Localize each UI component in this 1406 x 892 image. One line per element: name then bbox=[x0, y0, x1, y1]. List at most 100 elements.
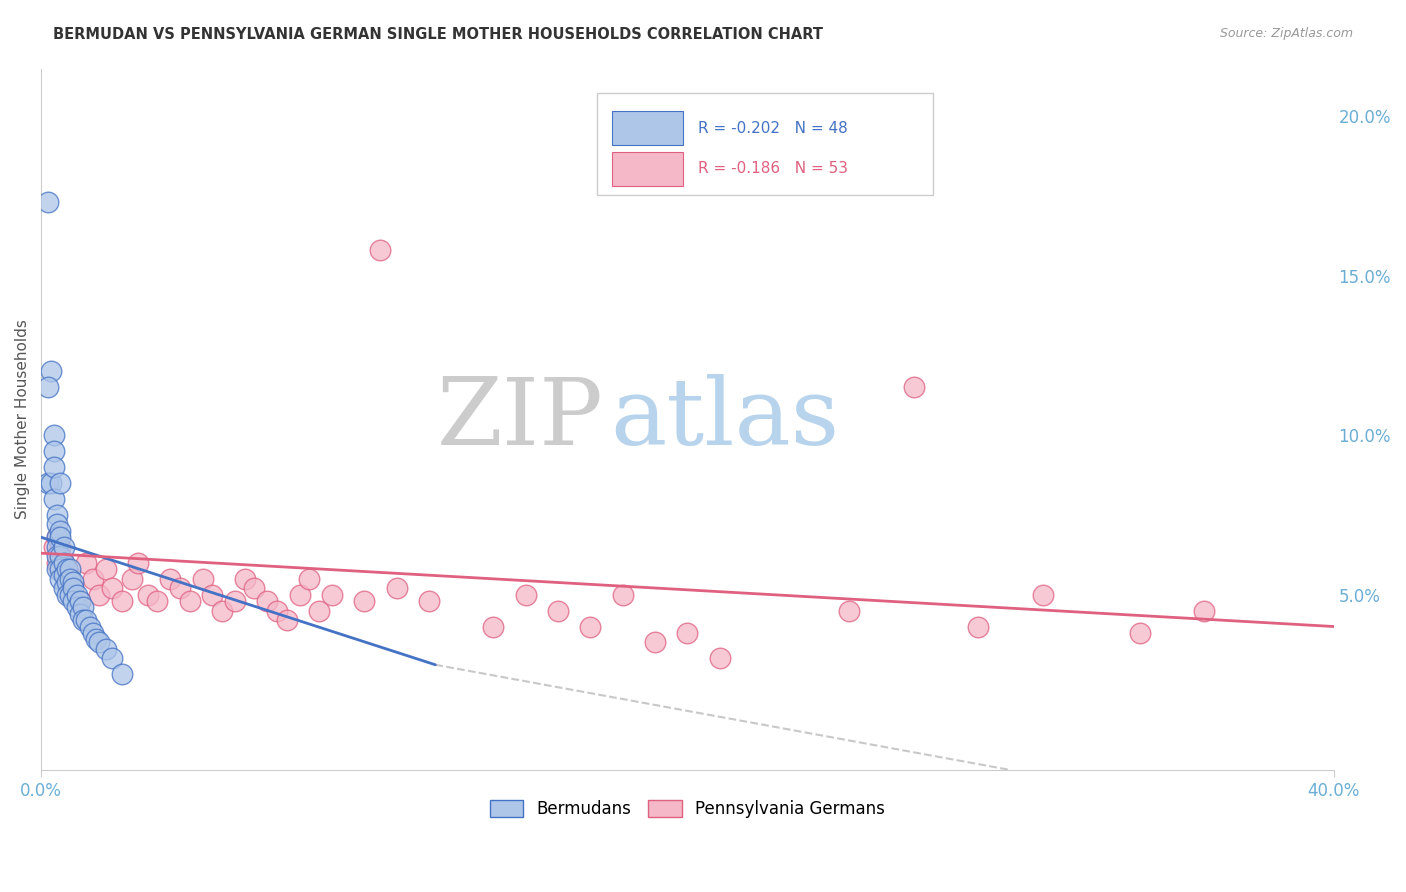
Point bbox=[201, 588, 224, 602]
Legend: Bermudans, Pennsylvania Germans: Bermudans, Pennsylvania Germans bbox=[484, 793, 891, 825]
Point bbox=[62, 581, 84, 595]
Point bbox=[42, 444, 65, 458]
Point bbox=[46, 530, 69, 544]
Point bbox=[579, 619, 602, 633]
Point bbox=[37, 195, 59, 210]
Point bbox=[56, 588, 79, 602]
Point bbox=[59, 562, 82, 576]
Point bbox=[676, 626, 699, 640]
Point bbox=[59, 572, 82, 586]
Point bbox=[482, 619, 505, 633]
Point bbox=[46, 556, 69, 570]
Text: R = -0.186   N = 53: R = -0.186 N = 53 bbox=[697, 161, 848, 177]
Point bbox=[903, 380, 925, 394]
Y-axis label: Single Mother Households: Single Mother Households bbox=[15, 319, 30, 519]
Point bbox=[159, 572, 181, 586]
Point bbox=[82, 626, 104, 640]
Point bbox=[243, 581, 266, 595]
Point bbox=[288, 588, 311, 602]
Point bbox=[709, 651, 731, 665]
Point bbox=[56, 562, 79, 576]
Point bbox=[69, 594, 91, 608]
Point bbox=[42, 428, 65, 442]
Point bbox=[111, 594, 134, 608]
Point bbox=[42, 540, 65, 554]
Bar bbox=[613, 152, 683, 186]
Point bbox=[146, 594, 169, 608]
Point bbox=[321, 588, 343, 602]
Point bbox=[46, 517, 69, 532]
Point bbox=[52, 556, 75, 570]
Point bbox=[72, 600, 94, 615]
Point bbox=[101, 581, 124, 595]
Text: atlas: atlas bbox=[610, 375, 839, 464]
Point bbox=[59, 588, 82, 602]
Point bbox=[967, 619, 990, 633]
Point bbox=[547, 603, 569, 617]
Point bbox=[49, 476, 72, 491]
Point bbox=[370, 244, 392, 258]
Point bbox=[266, 603, 288, 617]
Point bbox=[94, 641, 117, 656]
Point bbox=[276, 613, 298, 627]
Point bbox=[233, 572, 256, 586]
Point bbox=[94, 562, 117, 576]
Point bbox=[49, 540, 72, 554]
Point bbox=[224, 594, 246, 608]
Text: R = -0.202   N = 48: R = -0.202 N = 48 bbox=[697, 120, 848, 136]
Point bbox=[84, 632, 107, 647]
Point bbox=[42, 460, 65, 475]
FancyBboxPatch shape bbox=[598, 93, 934, 194]
Point bbox=[69, 594, 91, 608]
Text: ZIP: ZIP bbox=[437, 375, 603, 464]
Point bbox=[46, 508, 69, 522]
Point bbox=[56, 562, 79, 576]
Point bbox=[79, 619, 101, 633]
Point bbox=[46, 562, 69, 576]
Point bbox=[308, 603, 330, 617]
Point bbox=[353, 594, 375, 608]
Point bbox=[256, 594, 278, 608]
Point bbox=[101, 651, 124, 665]
Point bbox=[37, 380, 59, 394]
Point bbox=[72, 613, 94, 627]
Point bbox=[49, 562, 72, 576]
Point bbox=[75, 613, 97, 627]
Point bbox=[515, 588, 537, 602]
Text: BERMUDAN VS PENNSYLVANIA GERMAN SINGLE MOTHER HOUSEHOLDS CORRELATION CHART: BERMUDAN VS PENNSYLVANIA GERMAN SINGLE M… bbox=[53, 27, 824, 42]
Point bbox=[66, 588, 89, 602]
Point bbox=[385, 581, 408, 595]
Point bbox=[52, 581, 75, 595]
Point bbox=[838, 603, 860, 617]
Point bbox=[82, 572, 104, 586]
Point bbox=[191, 572, 214, 586]
Point bbox=[39, 476, 62, 491]
Point bbox=[49, 530, 72, 544]
Point bbox=[59, 572, 82, 586]
Point bbox=[49, 572, 72, 586]
Point bbox=[49, 524, 72, 538]
Point bbox=[211, 603, 233, 617]
Point bbox=[1129, 626, 1152, 640]
Text: Source: ZipAtlas.com: Source: ZipAtlas.com bbox=[1219, 27, 1353, 40]
Point bbox=[136, 588, 159, 602]
Point bbox=[127, 556, 149, 570]
Point bbox=[62, 594, 84, 608]
Point bbox=[121, 572, 143, 586]
Point bbox=[69, 607, 91, 621]
Point bbox=[52, 568, 75, 582]
Point bbox=[39, 364, 62, 378]
Point bbox=[52, 556, 75, 570]
Point bbox=[52, 540, 75, 554]
Point bbox=[66, 600, 89, 615]
Point bbox=[62, 574, 84, 589]
Point bbox=[298, 572, 321, 586]
Point bbox=[46, 540, 69, 554]
Point bbox=[644, 635, 666, 649]
Point bbox=[75, 556, 97, 570]
Point bbox=[179, 594, 201, 608]
Point bbox=[89, 588, 111, 602]
Point bbox=[1194, 603, 1216, 617]
Point bbox=[42, 491, 65, 506]
Point bbox=[62, 581, 84, 595]
